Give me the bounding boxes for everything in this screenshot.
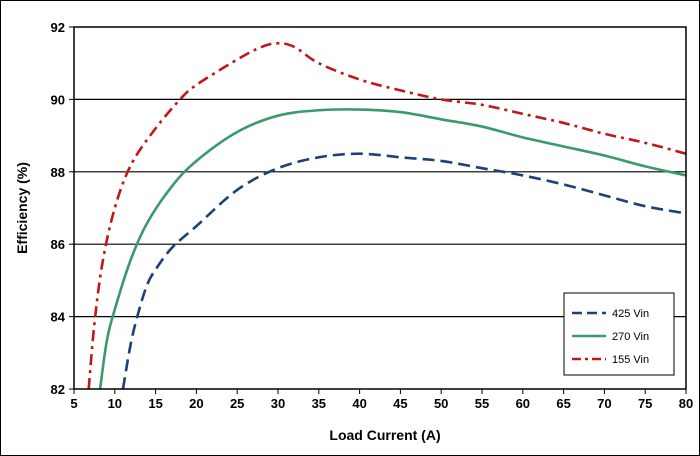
plot-border (73, 26, 687, 390)
x-tick-label: 30 (271, 396, 285, 411)
y-tick-label: 90 (51, 92, 65, 107)
series-line-155-vin (87, 41, 686, 389)
x-tick-label: 60 (516, 396, 530, 411)
series-line-270-vin (98, 108, 686, 389)
x-tick-label: 65 (556, 396, 570, 411)
x-tick-label: 45 (393, 396, 407, 411)
y-tick-label: 82 (51, 382, 65, 397)
x-tick-label: 25 (230, 396, 244, 411)
series-line-425-vin (121, 152, 686, 389)
legend-label-155-vin: 155 Vin (612, 354, 649, 366)
x-axis-title: Load Current (A) (329, 427, 440, 443)
x-tick-label: 20 (189, 396, 203, 411)
series-lines (87, 41, 686, 389)
legend-box (563, 292, 675, 376)
axes (69, 26, 687, 394)
x-tick-label: 80 (679, 396, 693, 411)
x-tick-label: 35 (312, 396, 326, 411)
x-tick-label: 70 (597, 396, 611, 411)
legend-label-425-vin: 425 Vin (612, 308, 649, 320)
y-tick-label: 86 (51, 237, 65, 252)
gridlines (74, 98, 686, 318)
x-tick-label: 50 (434, 396, 448, 411)
x-tick-label: 10 (108, 396, 122, 411)
x-tick-label: 15 (148, 396, 162, 411)
x-tick-label: 5 (70, 396, 77, 411)
x-tick-label: 55 (475, 396, 489, 411)
tick-labels: 5 10 15 20 25 30 35 40 45 50 55 60 65 70 75 80 82 84 86 88 9… (51, 20, 694, 411)
y-axis-title: Efficiency (%) (14, 162, 30, 254)
legend-label-270-vin: 270 Vin (612, 331, 649, 343)
y-tick-label: 92 (51, 20, 65, 35)
x-tick-label: 40 (352, 396, 366, 411)
y-tick-label: 84 (51, 310, 66, 325)
x-tick-label: 75 (638, 396, 652, 411)
y-tick-label: 88 (51, 165, 65, 180)
legend: 425 Vin 270 Vin 155 Vin (563, 292, 675, 376)
